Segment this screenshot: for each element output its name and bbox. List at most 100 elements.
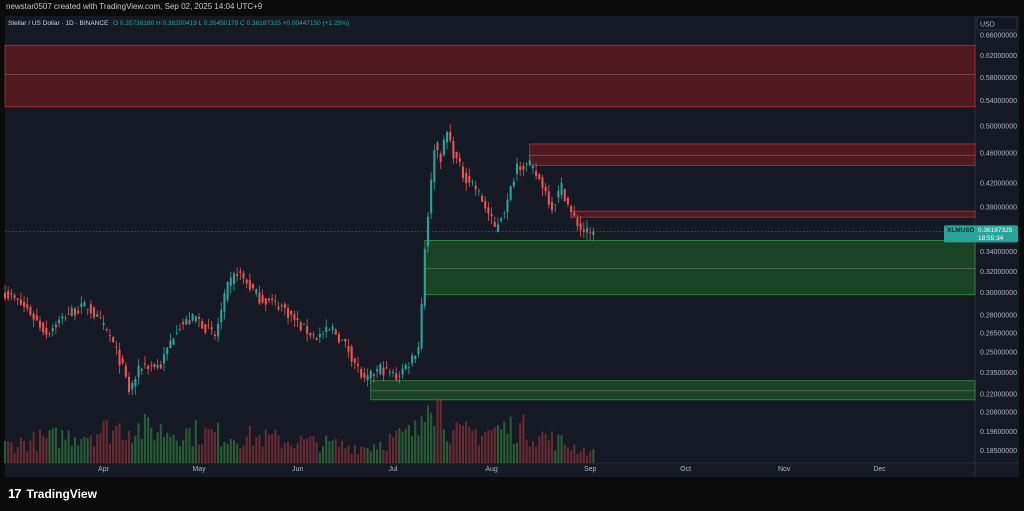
candle-body bbox=[493, 221, 496, 227]
tradingview-logo[interactable]: 17 TradingView bbox=[8, 486, 97, 501]
candle-body bbox=[541, 177, 544, 188]
volume-bar bbox=[442, 428, 445, 463]
volume-bar bbox=[99, 433, 102, 463]
volume-bar bbox=[579, 451, 582, 463]
volume-bar bbox=[182, 440, 185, 463]
volume-bar bbox=[287, 441, 290, 463]
price-tick-label: 0.58000000 bbox=[980, 75, 1017, 82]
volume-bar bbox=[23, 441, 26, 463]
volume-bar bbox=[538, 436, 541, 463]
volume-bar bbox=[290, 445, 293, 463]
candle-body bbox=[35, 315, 38, 321]
candle-body bbox=[93, 307, 96, 318]
volume-bar bbox=[407, 424, 410, 463]
candle-body bbox=[328, 329, 331, 331]
candle-body bbox=[255, 289, 258, 294]
volume-bar bbox=[490, 430, 493, 463]
volume-bar bbox=[67, 430, 70, 463]
volume-bar bbox=[226, 444, 229, 463]
volume-bar bbox=[515, 442, 519, 463]
volume-bar bbox=[245, 436, 248, 463]
volume-bar bbox=[446, 441, 449, 463]
volume-bar bbox=[487, 430, 490, 463]
candle-body bbox=[271, 298, 274, 301]
candle-body bbox=[13, 295, 16, 299]
candle-body bbox=[589, 232, 592, 234]
volume-bar bbox=[261, 447, 264, 463]
candle-body bbox=[566, 197, 569, 205]
last-price-tag-box bbox=[944, 225, 1018, 243]
volume-bar bbox=[309, 436, 312, 463]
volume-bar bbox=[566, 447, 569, 463]
candle-body bbox=[363, 372, 366, 378]
candle-body bbox=[436, 143, 439, 151]
volume-bar bbox=[42, 435, 45, 463]
volume-bar bbox=[465, 421, 468, 463]
volume-bar bbox=[169, 436, 172, 463]
candle-body bbox=[108, 335, 111, 337]
currency-button[interactable]: USD bbox=[976, 16, 1018, 31]
candle-body bbox=[404, 364, 407, 370]
volume-bar bbox=[535, 446, 538, 463]
candle-body bbox=[560, 182, 563, 195]
candle-body bbox=[458, 157, 461, 163]
volume-bar bbox=[576, 453, 579, 463]
volume-bar bbox=[500, 429, 503, 463]
price-tick-label: 0.46000000 bbox=[980, 151, 1017, 158]
volume-bar bbox=[302, 439, 305, 463]
candle-body bbox=[407, 367, 410, 368]
candle-body bbox=[356, 363, 360, 366]
volume-bar bbox=[274, 429, 277, 463]
volume-bar bbox=[411, 436, 414, 463]
candle-body bbox=[147, 365, 150, 370]
supply-zone-1 bbox=[529, 143, 976, 166]
candle-body bbox=[376, 369, 379, 372]
volume-bar bbox=[108, 443, 111, 463]
candle-body bbox=[512, 181, 515, 187]
volume-bar bbox=[38, 429, 42, 463]
candle-body bbox=[127, 376, 131, 392]
symbol-title[interactable]: Stellar / US Dollar · 1D · BINANCE bbox=[8, 20, 109, 27]
candle-body bbox=[487, 207, 490, 214]
candle-body bbox=[89, 304, 92, 314]
candle-body bbox=[449, 131, 452, 141]
volume-bar bbox=[401, 431, 404, 463]
volume-bar bbox=[353, 445, 356, 463]
candle-body bbox=[242, 272, 245, 279]
volume-bar bbox=[93, 446, 96, 463]
volume-bar bbox=[417, 435, 420, 463]
time-axis-panel[interactable] bbox=[5, 463, 1019, 477]
candle-body bbox=[372, 374, 375, 376]
volume-bar bbox=[395, 430, 398, 463]
price-tick-label: 0.28000000 bbox=[980, 313, 1017, 320]
candle-body bbox=[417, 347, 420, 354]
volume-bar bbox=[32, 431, 35, 463]
last-price-tag[interactable]: XLMUSD 0.36187325 18:55:34 bbox=[944, 225, 1018, 243]
volume-bar bbox=[188, 427, 191, 463]
volume-bar bbox=[493, 427, 496, 463]
volume-bar bbox=[264, 428, 267, 463]
candle-body bbox=[210, 327, 213, 330]
candle-body bbox=[83, 302, 86, 307]
candle-body bbox=[519, 166, 522, 171]
candle-body bbox=[258, 292, 261, 304]
candle-body bbox=[51, 328, 54, 332]
volume-bar bbox=[325, 435, 328, 463]
volume-bar bbox=[204, 427, 207, 463]
currency-label: USD bbox=[980, 22, 995, 29]
candle-body bbox=[430, 179, 433, 214]
volume-bar bbox=[366, 448, 369, 463]
last-price-tag-symbol: XLMUSD bbox=[947, 227, 975, 234]
candle-body bbox=[369, 371, 372, 379]
volume-bar bbox=[293, 448, 296, 463]
price-tick-label: 0.19600000 bbox=[980, 429, 1017, 436]
volume-bar bbox=[48, 430, 51, 463]
supply-zone-2 bbox=[570, 210, 976, 218]
volume-bar bbox=[503, 421, 506, 463]
ohlc-values: O 0.35738160 H 0.36200419 L 0.35450178 C… bbox=[113, 20, 349, 27]
candle-body bbox=[217, 323, 220, 337]
currency-button-box bbox=[976, 16, 1018, 31]
candle-body bbox=[283, 303, 286, 308]
candle-body bbox=[73, 308, 77, 316]
